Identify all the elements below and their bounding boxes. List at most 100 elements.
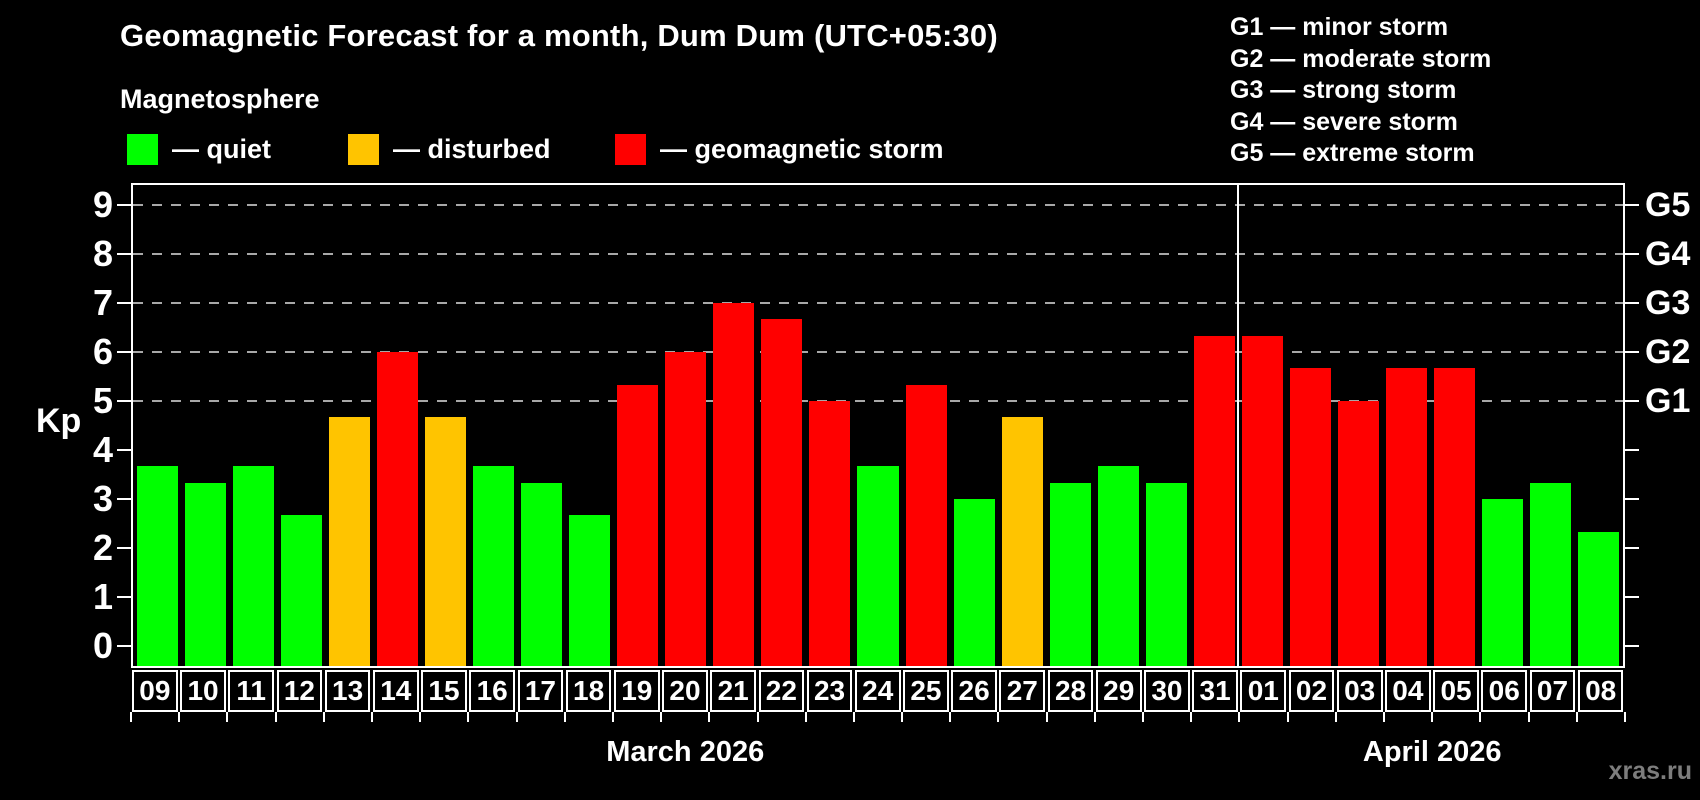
bar-28 xyxy=(1049,482,1091,666)
bar-08 xyxy=(1578,532,1620,666)
g5-legend-line: G5 — extreme storm xyxy=(1230,139,1475,167)
month-label-march: March 2026 xyxy=(606,736,765,768)
date-axis-tick xyxy=(1575,712,1578,722)
date-cell: 25 xyxy=(903,670,949,712)
date-axis-tick xyxy=(178,712,181,722)
date-axis-tick xyxy=(419,712,422,722)
date-cell: 22 xyxy=(758,670,805,712)
bar-15 xyxy=(424,417,466,666)
date-axis-tick xyxy=(852,712,855,722)
date-cell: 31 xyxy=(1192,670,1238,712)
date-cell: 12 xyxy=(276,670,323,712)
y-axis-tick-label-4: 4 xyxy=(92,429,113,471)
y-axis-tick-6 xyxy=(117,350,131,353)
date-cell: 13 xyxy=(324,670,371,712)
bar-16 xyxy=(472,466,514,666)
y-axis-tick-3 xyxy=(117,498,131,501)
bar-05 xyxy=(1434,368,1476,666)
bar-19 xyxy=(617,384,659,666)
right-axis-tick-9 xyxy=(1625,203,1639,206)
y-axis-tick-5 xyxy=(117,399,131,402)
date-cell: 05 xyxy=(1433,670,1479,712)
bar-03 xyxy=(1338,400,1380,666)
g4-legend-line: G4 — severe storm xyxy=(1230,107,1458,136)
date-axis-tick xyxy=(515,712,518,722)
bar-29 xyxy=(1097,466,1139,666)
right-axis-tick-4 xyxy=(1625,449,1639,452)
right-axis-label-g1: G1 xyxy=(1645,381,1691,420)
y-axis-tick-label-8: 8 xyxy=(92,232,113,274)
date-cell: 15 xyxy=(421,670,467,712)
y-axis-tick-label-0: 0 xyxy=(92,625,113,667)
gridline-g2 xyxy=(133,350,1623,353)
legend-label-disturbed: — disturbed xyxy=(393,133,551,164)
date-cell: 03 xyxy=(1336,670,1383,712)
date-axis-tick xyxy=(1142,712,1145,722)
right-axis-label-g3: G3 xyxy=(1645,283,1691,322)
bar-14 xyxy=(376,351,418,666)
bar-10 xyxy=(184,482,226,666)
right-axis-label-g5: G5 xyxy=(1645,185,1691,224)
date-axis-tick xyxy=(467,712,470,722)
month-separator xyxy=(1237,185,1240,666)
date-cell: 14 xyxy=(372,670,419,712)
date-axis-tick xyxy=(611,712,614,722)
date-cell: 07 xyxy=(1529,670,1576,712)
y-axis-tick-label-3: 3 xyxy=(92,478,113,520)
gridline-g3 xyxy=(133,301,1623,304)
y-axis-tick-9 xyxy=(117,203,131,206)
legend-item-storm: — geomagnetic storm xyxy=(615,133,944,165)
right-axis-tick-7 xyxy=(1625,301,1639,304)
legend-label-quiet: — quiet xyxy=(172,133,271,164)
g-scale-legend: G1 — minor storm G2 — moderate storm G3 … xyxy=(1230,12,1491,170)
bar-06 xyxy=(1482,499,1524,666)
bar-01 xyxy=(1241,335,1284,666)
date-cell: 04 xyxy=(1385,670,1431,712)
date-axis-tick xyxy=(1093,712,1096,722)
gridline-g5 xyxy=(133,203,1623,206)
date-cell: 28 xyxy=(1047,670,1094,712)
bar-12 xyxy=(280,515,322,666)
gridline-g1 xyxy=(133,399,1623,402)
bar-20 xyxy=(665,351,707,666)
gridline-g4 xyxy=(133,252,1623,255)
date-axis-tick xyxy=(1624,712,1626,722)
date-cell: 16 xyxy=(469,670,516,712)
date-axis-tick xyxy=(1527,712,1530,722)
date-cell: 26 xyxy=(951,670,997,712)
y-axis-tick-2 xyxy=(117,547,131,550)
y-axis-tick-label-6: 6 xyxy=(92,330,113,372)
right-axis-label-g4: G4 xyxy=(1645,234,1691,273)
bar-11 xyxy=(232,466,274,666)
plot-area xyxy=(131,183,1625,668)
date-axis-tick xyxy=(1045,712,1048,722)
date-axis-tick xyxy=(901,712,904,722)
date-axis-tick xyxy=(708,712,711,722)
date-cell: 24 xyxy=(854,670,901,712)
date-cell: 30 xyxy=(1144,670,1190,712)
bar-02 xyxy=(1290,368,1332,666)
date-axis-tick xyxy=(660,712,663,722)
date-axis-tick xyxy=(756,712,759,722)
right-axis-tick-5 xyxy=(1625,399,1639,402)
disturbed-swatch-icon xyxy=(348,133,379,165)
date-cell: 01 xyxy=(1240,670,1287,712)
right-axis-tick-6 xyxy=(1625,350,1639,353)
right-axis-tick-3 xyxy=(1625,498,1639,501)
date-cell: 21 xyxy=(710,670,756,712)
date-axis-tick xyxy=(130,712,132,722)
y-axis-tick-label-1: 1 xyxy=(92,576,113,618)
right-axis-label-g2: G2 xyxy=(1645,332,1691,371)
legend-item-quiet: — quiet xyxy=(127,133,271,165)
bar-22 xyxy=(761,319,803,666)
bar-18 xyxy=(569,515,611,666)
date-cell: 17 xyxy=(517,670,564,712)
month-label-april: April 2026 xyxy=(1362,736,1502,768)
bar-27 xyxy=(1001,417,1043,666)
g1-legend-line: G1 — minor storm xyxy=(1230,13,1449,41)
date-cell: 20 xyxy=(662,670,708,712)
bar-13 xyxy=(328,417,370,666)
y-axis-tick-1 xyxy=(117,596,131,599)
legend-label-storm: — geomagnetic storm xyxy=(660,133,944,164)
